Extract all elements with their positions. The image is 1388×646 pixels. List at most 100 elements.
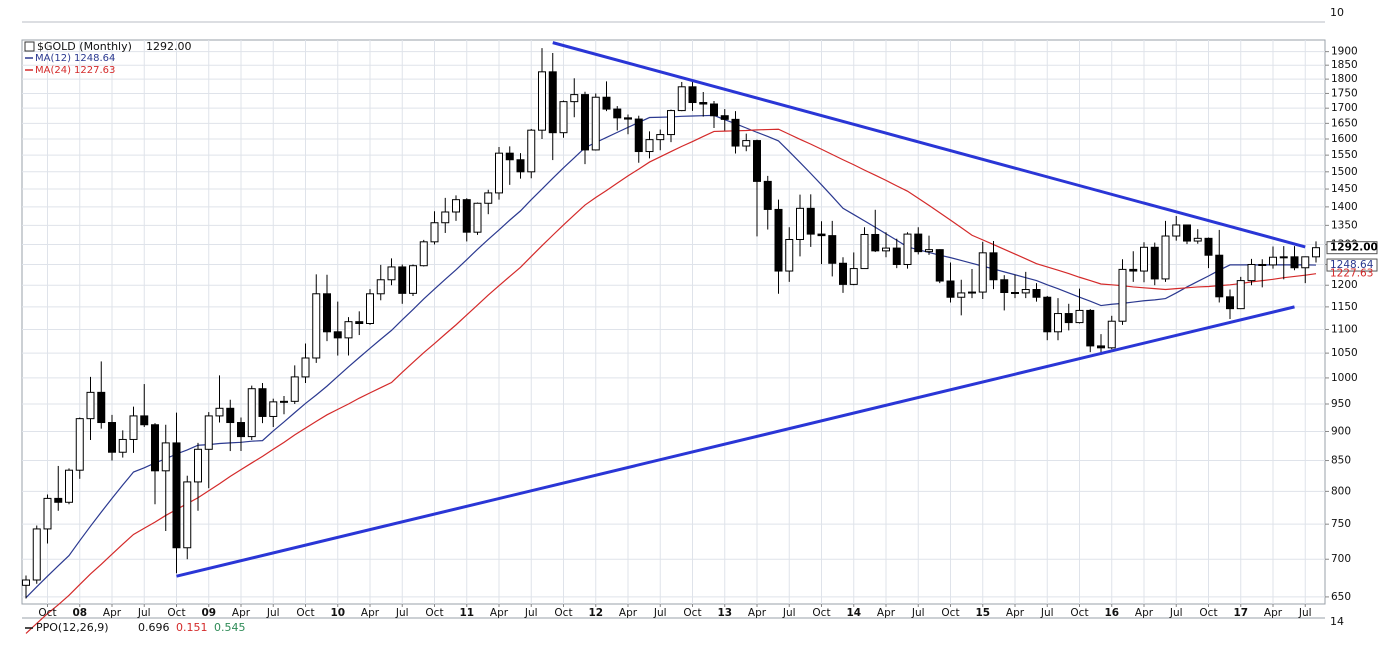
candle-body [677,86,686,112]
candle-body [860,233,869,270]
axis-labels: 6507007508008509009501000105011001150120… [38,46,1377,619]
candle-body [290,376,299,402]
legend-title: $GOLD (Monthly) [37,40,132,53]
candle-body [516,159,525,173]
candle-body [624,117,632,120]
candle-body [215,407,224,417]
candle-body [32,528,41,581]
price-tag: 1227.63 [1330,268,1373,280]
candle-body [86,391,95,420]
candle-body [237,422,245,438]
candle-body [452,199,460,213]
y-tick-label: 1500 [1331,166,1358,178]
candle-body [946,280,955,298]
candle-body [505,152,514,161]
candle-body [613,108,622,119]
candle-body [710,103,718,117]
candle-body [97,391,106,424]
candle-body [1140,246,1148,272]
x-tick-label: Jul [137,607,151,619]
candle-body [1129,268,1138,272]
candle-body [194,448,202,483]
candle-body [333,331,342,339]
ma-line [25,128,1317,634]
x-tick-label: Oct [554,607,572,619]
candle-body [430,222,439,243]
candle-body [484,192,493,204]
trendline [552,41,1306,249]
candle-body [269,401,278,417]
candle-body [602,96,611,110]
candle-body [280,400,288,403]
candle-body [1236,280,1245,310]
candle-body [1150,246,1159,280]
candle-body [785,238,794,272]
y-tick-label: 850 [1331,455,1351,467]
plot-frame [21,39,1326,605]
legend-value: 1227.63 [74,65,115,76]
candle-body [548,71,557,134]
candle-body [161,442,170,472]
candle-body [118,438,127,453]
x-tick-label: 14 [846,607,861,619]
x-tick-label: Oct [1199,607,1217,619]
upper-panel-tick: 10 [1330,6,1344,19]
candle-body [806,207,815,235]
x-tick-label: Jul [782,607,796,619]
x-tick-label: 13 [717,607,732,619]
x-tick-label: Jul [395,607,409,619]
candle-body [753,140,761,182]
candle-body [1011,291,1019,294]
x-tick-label: Jul [1040,607,1054,619]
y-tick-label: 1750 [1331,87,1358,99]
candle-body [763,180,772,210]
price-tag: 1292.00 [1330,242,1378,254]
candle-body [226,407,235,424]
x-tick-label: 16 [1104,607,1119,619]
candle-body [22,579,30,586]
candle-body [720,115,729,120]
candle-body [129,415,138,440]
candle-body [473,202,482,233]
price-tag-box [1326,241,1378,255]
ppo-name: PPO(12,26,9) [36,621,109,634]
ppo-legend: PPO(12,26,9) 0.696 0.151 0.545 [25,621,246,634]
price-tag: 1248.64 [1330,259,1374,271]
legend-value: 1248.64 [74,53,115,64]
candle-body [1312,247,1320,258]
candle-body [366,293,374,325]
candle-body [656,134,665,141]
x-tick-label: Oct [167,607,185,619]
candle-body [312,293,321,359]
x-tick-label: Oct [38,607,56,619]
candle-body [903,233,912,265]
candle-body [75,418,84,471]
y-tick-label: 1850 [1331,59,1358,71]
y-tick-label: 1800 [1331,73,1358,85]
x-tick-label: Oct [1070,607,1088,619]
x-tick-label: Jul [1298,607,1312,619]
y-tick-label: 1200 [1331,279,1358,291]
candle-body [1301,256,1310,269]
candle-body [645,139,654,153]
candle-body [796,207,804,240]
candle-body [344,321,353,339]
candles [22,48,1320,599]
y-tick-label: 1550 [1331,149,1358,161]
y-tick-label: 1000 [1331,372,1358,384]
candle-body [151,424,159,472]
x-tick-label: Oct [425,607,443,619]
candle-body [1279,256,1288,259]
candle-body [247,388,256,438]
candle-body [1172,224,1181,237]
candle-body [1075,309,1084,324]
candle-body [172,442,181,549]
x-tick-label: Apr [490,607,509,619]
y-tick-label: 1350 [1331,219,1358,231]
x-tick-label: Oct [683,607,701,619]
ppo-value: 0.696 [138,621,170,634]
y-tick-label: 1100 [1331,323,1358,335]
candle-body [1032,288,1041,298]
